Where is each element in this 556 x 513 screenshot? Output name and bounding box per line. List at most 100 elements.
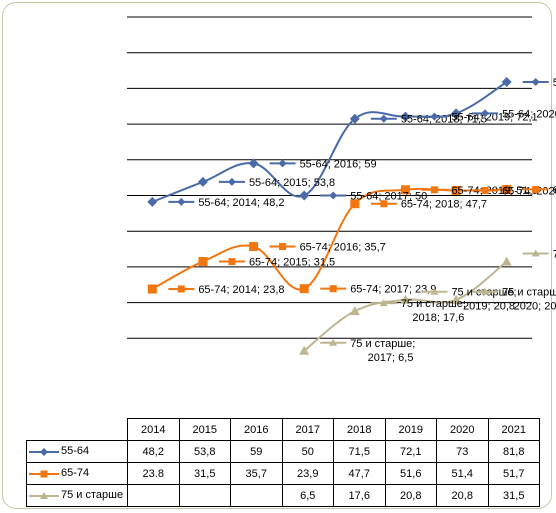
series-1-label-key-2014	[177, 197, 186, 206]
series-3-label-2021: 75 и старше;2021; 31,5	[522, 249, 556, 261]
table-cell-2014: 48,2	[127, 440, 180, 463]
series-2-label-2014: 65-74; 2014; 23,8	[168, 284, 285, 296]
gridlines	[127, 16, 532, 339]
series-3-point-2020	[451, 294, 462, 304]
series-name: 65-74	[61, 467, 90, 480]
table-row-series-3: 75 и старше 6,5 17,6 20,8 20,8 31,5	[26, 484, 540, 507]
series-2-label-2021: 65-74; 2021; 51,7	[522, 184, 556, 196]
table-cell-2021: 31,5	[487, 484, 540, 507]
series-3-point-2021	[501, 256, 512, 266]
series-2-label-2015: 65-74; 2015; 31,5	[218, 257, 335, 269]
series-3-point-2019	[400, 294, 411, 304]
series-3-point-2018	[349, 306, 360, 316]
series-1-point-2019	[400, 111, 411, 122]
data-table: 2014 2015 2016 2017 2018 2019 2020 2021 55-64 48,…	[26, 418, 540, 507]
table-cell-2015	[178, 484, 231, 507]
series-3-label-text-2021: 75 и старше;	[553, 249, 556, 261]
series-2-point-2019	[400, 185, 410, 195]
series-2-label-text-2014: 65-74; 2014; 23,8	[198, 284, 284, 296]
legend-key-series-3	[29, 491, 59, 499]
legend-marker-series-1	[40, 447, 48, 456]
series-3-label-text2-2019: 2019; 20,8	[463, 301, 515, 313]
series-3-label-key-2018	[379, 299, 388, 307]
table-cell-2019: 51,6	[384, 462, 437, 485]
table-year-2014: 2014	[127, 418, 180, 441]
series-1-point-2015	[197, 176, 208, 187]
table-row-series-2: 65-74 23.8 31,5 35,7 23,9 47,7 51,6 51,4 51,7	[26, 462, 540, 485]
table-cell-2018: 17,6	[333, 484, 386, 507]
series-1-label-2015: 55-64; 2015; 53,8	[218, 177, 335, 189]
chart-frame	[2, 2, 552, 509]
series-3-label-2020: 75 и старше; 2020; 20,8	[472, 287, 556, 313]
series-3-label-2017: 75 и старше; 2017; 6,5	[320, 338, 415, 364]
series-3-label-key-2019	[430, 287, 439, 295]
series-1-label-key-2016	[278, 159, 287, 168]
series-1-label-key-2018	[379, 114, 388, 123]
table-cell-2016: 35,7	[230, 462, 283, 485]
series-1-label-key-2015	[227, 177, 236, 186]
series-2-label-key-2015	[228, 258, 236, 266]
series-3-label-key-2020	[481, 287, 490, 295]
series-1-label-2020: 55-64; 2020; 73	[472, 108, 556, 120]
series-2-point-2020	[451, 186, 461, 196]
table-row-label: 65-74	[26, 462, 128, 485]
series-3-label-text2-2017: 2017; 6,5	[368, 352, 414, 364]
series-3-label-text-2018: 75 и старше;	[401, 298, 466, 310]
legend-key-series-2	[29, 470, 59, 478]
series-1-label-2014: 55-64; 2014; 48,2	[168, 197, 285, 209]
series-1-label-2016: 55-64; 2016; 59	[269, 158, 377, 170]
table-year-2020: 2020	[436, 418, 489, 441]
series-2-label-key-2019	[430, 186, 438, 194]
legend-key-series-1	[29, 447, 59, 456]
table-year-2016: 2016	[230, 418, 283, 441]
series-2-label-2017: 65-74; 2017; 23,9	[320, 284, 436, 296]
series-1-point-2018	[349, 113, 360, 124]
table-year-2018: 2018	[333, 418, 386, 441]
series-2-label-key-2017	[329, 285, 337, 293]
series-3-label-key-2021	[531, 249, 540, 257]
series-2-label-2018: 65-74; 2018; 47,7	[370, 199, 487, 211]
table-row-label: 55-64	[26, 440, 128, 463]
series-1-point-2017	[299, 190, 310, 201]
data-labels: 55-64; 2014; 48,2 55-64; 2015; 53,8 55-64;…	[168, 77, 556, 364]
table-cell-2015: 31,5	[178, 462, 231, 485]
series-3-label-text-2017: 75 и старше;	[350, 338, 415, 350]
table-year-2015: 2015	[178, 418, 231, 441]
series-2-label-text-2020: 65-74; 2020; 51,4	[502, 186, 556, 198]
series-1-label-key-2017	[329, 191, 338, 200]
table-cell-2017: 23,9	[281, 462, 334, 485]
table-cell-2020: 20,8	[436, 484, 489, 507]
series-2-point-2018	[350, 199, 360, 209]
table-cell-2021: 81,8	[487, 440, 540, 463]
series-1-point-2014	[147, 196, 158, 207]
series-2-label-text-2021: 65-74; 2021; 51,7	[553, 184, 556, 196]
series-2-point-2014	[147, 284, 157, 294]
table-cell-2021: 51,7	[487, 462, 540, 485]
table-row-label: 75 и старше	[26, 484, 128, 507]
series-1-label-2021: 55-64; 2021; 81,8	[522, 77, 556, 89]
series-3-label-2018: 75 и старше; 2018; 17,6	[370, 298, 466, 324]
series-2-label-key-2016	[279, 243, 287, 251]
table-cell-2018: 71,5	[333, 440, 386, 463]
series-2-point-2021	[502, 184, 512, 194]
series-2-label-text-2016: 65-74; 2016; 35,7	[300, 242, 386, 254]
series-1-point-2020	[451, 108, 462, 119]
table-cell-2014: 23.8	[127, 462, 180, 485]
series-1-label-text-2015: 55-64; 2015; 53,8	[249, 177, 335, 189]
table-cell-2018: 47,7	[333, 462, 386, 485]
table-cell-2014	[127, 484, 180, 507]
series-2-label-key-2020	[481, 187, 489, 195]
table-cell-2017: 50	[281, 440, 334, 463]
table-cell-2017: 6,5	[281, 484, 334, 507]
series-2-label-key-2018	[380, 200, 388, 208]
series-name: 75 и старше	[61, 489, 124, 502]
series-1-label-text-2017: 55-64; 2017; 50	[350, 191, 427, 203]
table-cell-2016	[230, 484, 283, 507]
series-2-label-text-2017: 65-74; 2017; 23,9	[350, 284, 436, 296]
table-year-2017: 2017	[281, 418, 334, 441]
series-1-line	[151, 81, 508, 203]
table-row-series-1: 55-64 48,2 53,8 59 50 71,5 72,1 73 81,8	[26, 440, 540, 463]
table-corner	[26, 418, 128, 441]
series-1-point-2016	[248, 158, 259, 169]
